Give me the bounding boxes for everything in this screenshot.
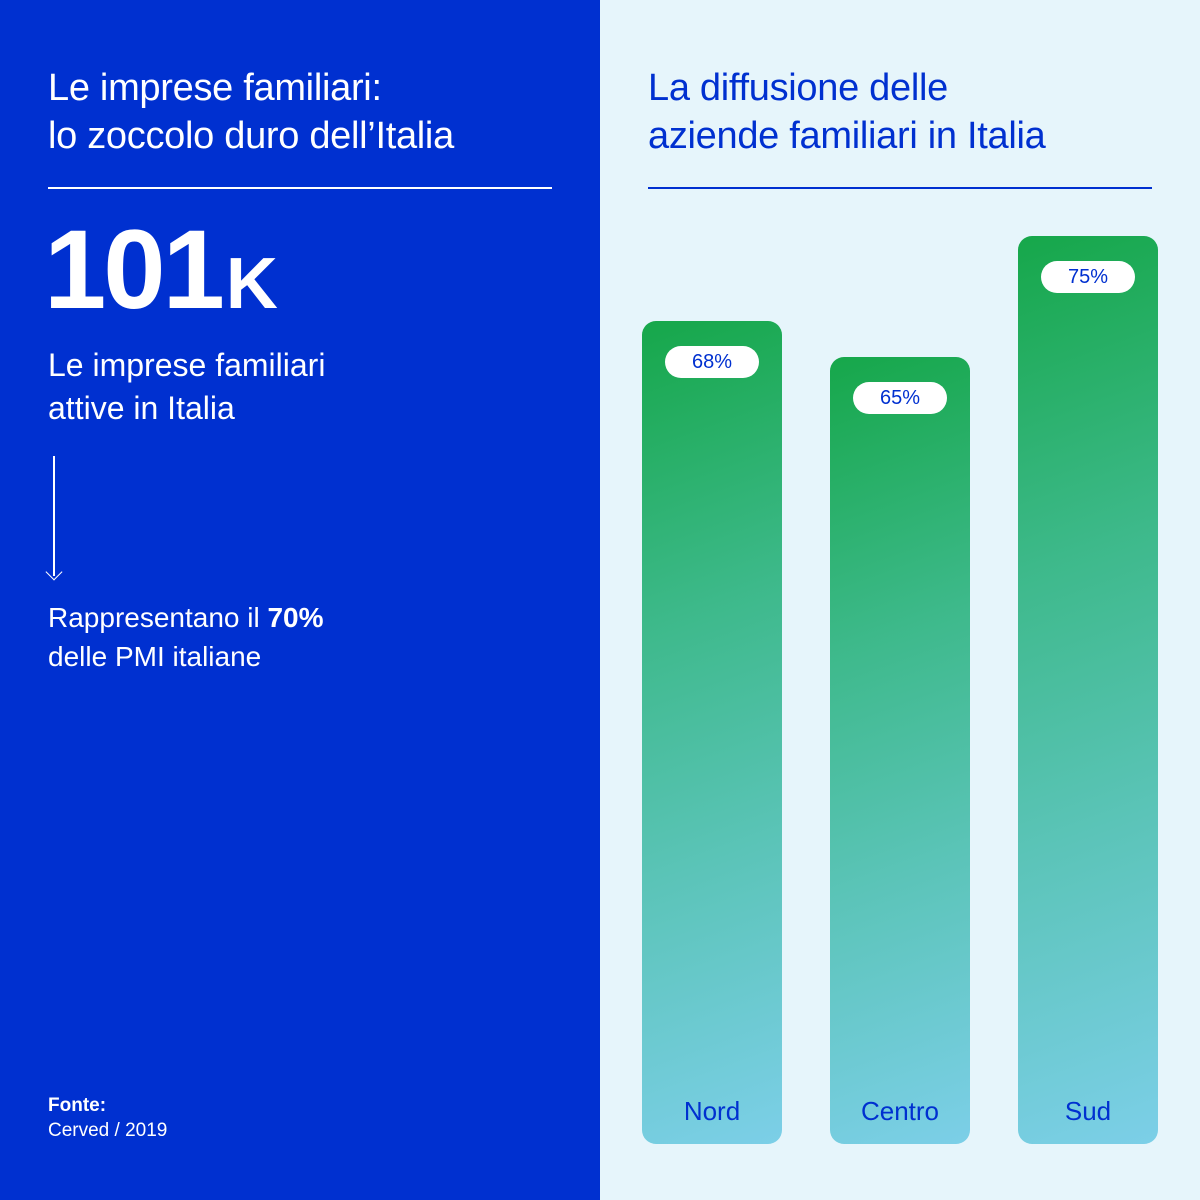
left-title-line2: lo zoccolo duro dell’Italia [48,115,454,157]
caption-line2: attive in Italia [48,390,235,426]
big-number-caption: Le imprese familiari attive in Italia [48,344,325,430]
source-value: Cerved / 2019 [48,1120,168,1141]
left-panel: Le imprese familiari: lo zoccolo duro de… [0,0,600,1200]
value-label-sud: 75% [1041,261,1135,293]
bar-chart: 68% Nord 65% Centro 75% Sud [600,0,1200,1200]
left-divider [48,187,552,189]
source-label: Fonte: [48,1095,107,1116]
category-label-sud: Sud [1064,1096,1112,1126]
big-number-unit: K [225,244,278,324]
value-label-nord: 68% [665,346,759,378]
left-title: Le imprese familiari: lo zoccolo duro de… [48,64,568,160]
stat-prefix: Rappresentano il [48,602,268,633]
left-title-line1: Le imprese familiari: [48,67,382,109]
bar-sud [1018,236,1158,1144]
caption-line1: Le imprese familiari [48,347,326,383]
category-label-nord: Nord [683,1096,741,1126]
chart-title-line1: La diffusione delle [648,67,948,109]
stat-value: 70% [267,602,324,633]
stat-line2: delle PMI italiane [48,641,262,672]
chart-title-line2: aziende familiari in Italia [648,115,1046,157]
big-number-value: 101 [44,207,225,332]
right-divider [648,187,1152,189]
value-label-centro: 65% [853,382,947,414]
bar-nord [642,321,782,1144]
bar-centro [830,357,970,1144]
stat-text: Rappresentano il 70% delle PMI italiane [48,598,324,676]
chart-title: La diffusione delle aziende familiari in… [648,64,1168,160]
big-number: 101K [44,214,278,340]
arrow-down-icon [44,456,64,581]
category-label-centro: Centro [860,1096,940,1126]
